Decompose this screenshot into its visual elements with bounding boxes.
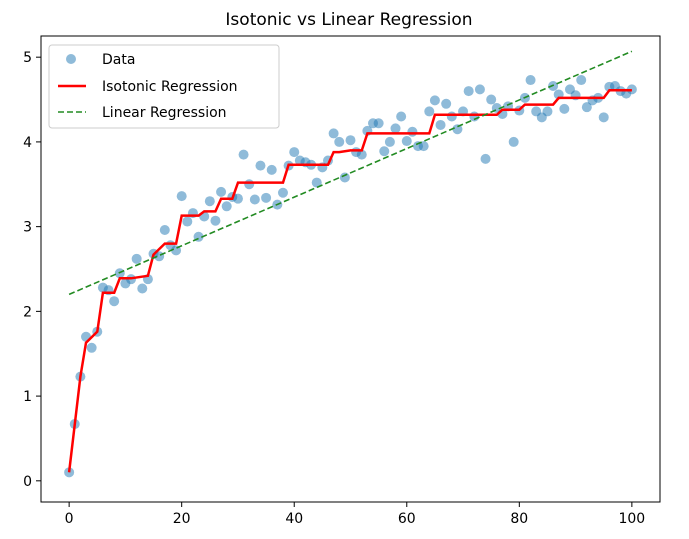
data-point [441, 98, 452, 109]
data-point [131, 253, 142, 264]
y-tick-label: 2 [23, 304, 32, 320]
data-point [232, 193, 243, 204]
y-tick-label: 1 [23, 389, 32, 405]
data-point [345, 135, 356, 146]
data-point [261, 192, 272, 203]
data-point [480, 153, 491, 164]
data-point [384, 136, 395, 147]
data-point [407, 126, 418, 137]
data-point [542, 106, 553, 117]
chart-title: Isotonic vs Linear Regression [225, 10, 472, 30]
data-point [486, 94, 497, 105]
data-point [508, 136, 519, 147]
data-point [328, 128, 339, 139]
legend-label: Data [102, 52, 135, 68]
data-point [210, 215, 221, 226]
data-point [204, 196, 215, 207]
y-tick-label: 3 [23, 220, 32, 236]
isotonic-regression-line [67, 88, 632, 473]
data-point [289, 147, 300, 158]
data-point [525, 75, 536, 86]
data-point [277, 187, 288, 198]
data-point [244, 179, 255, 190]
x-tick-label: 40 [285, 511, 303, 527]
data-point [418, 141, 429, 152]
legend-marker-data [66, 54, 76, 64]
legend-label: Isotonic Regression [102, 79, 238, 95]
data-point [137, 283, 148, 294]
data-point [446, 111, 457, 122]
data-point [255, 160, 266, 171]
data-point [424, 106, 435, 117]
data-point [238, 149, 249, 160]
data-point [435, 119, 446, 130]
x-tick-label: 80 [510, 511, 528, 527]
data-point [559, 103, 570, 114]
x-tick-label: 20 [173, 511, 191, 527]
y-tick-label: 0 [23, 474, 32, 490]
data-point [396, 111, 407, 122]
regression-lines [67, 50, 633, 473]
data-point [452, 124, 463, 135]
data-point [463, 86, 474, 97]
data-point [86, 342, 97, 353]
x-tick-label: 0 [65, 511, 74, 527]
data-point [216, 186, 227, 197]
data-point [249, 194, 260, 205]
y-tick-label: 5 [23, 50, 32, 66]
data-point [379, 146, 390, 157]
scatter-points [64, 75, 637, 478]
data-point [576, 75, 587, 86]
data-point [339, 172, 350, 183]
data-point [109, 296, 120, 307]
data-point [334, 136, 345, 147]
data-point [581, 102, 592, 113]
data-point [311, 177, 322, 188]
linear-regression-line [68, 50, 633, 296]
data-point [429, 95, 440, 106]
data-point [373, 118, 384, 129]
data-point [266, 164, 277, 175]
data-point [598, 112, 609, 123]
data-point [390, 123, 401, 134]
data-point [182, 216, 193, 227]
data-point [401, 136, 412, 147]
data-point [176, 191, 187, 202]
plot-frame [40, 35, 661, 503]
x-tick-label: 60 [398, 511, 416, 527]
data-point [64, 467, 75, 478]
data-point [221, 201, 232, 212]
legend-box [48, 44, 280, 129]
legend-label: Linear Regression [102, 105, 227, 121]
x-tick-label: 100 [618, 511, 645, 527]
data-point [356, 149, 367, 160]
axis-ticks: 0 20 40 60 80 100 0 1 2 3 4 5 [23, 50, 645, 527]
legend: Data Isotonic Regression Linear Regression [48, 44, 280, 129]
data-point [474, 84, 485, 95]
y-tick-label: 4 [23, 135, 32, 151]
data-point [159, 225, 170, 236]
